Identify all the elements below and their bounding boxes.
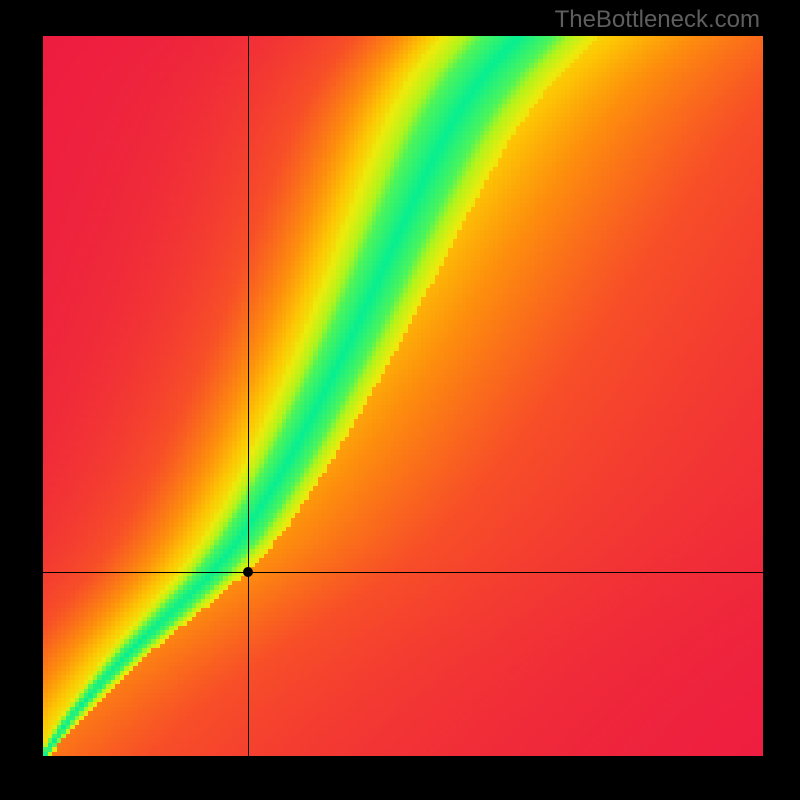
watermark-text: TheBottleneck.com	[555, 6, 760, 34]
bottleneck-heatmap	[43, 36, 763, 756]
chart-container: TheBottleneck.com	[0, 0, 800, 800]
crosshair-vertical	[248, 36, 249, 756]
crosshair-horizontal	[43, 572, 763, 573]
